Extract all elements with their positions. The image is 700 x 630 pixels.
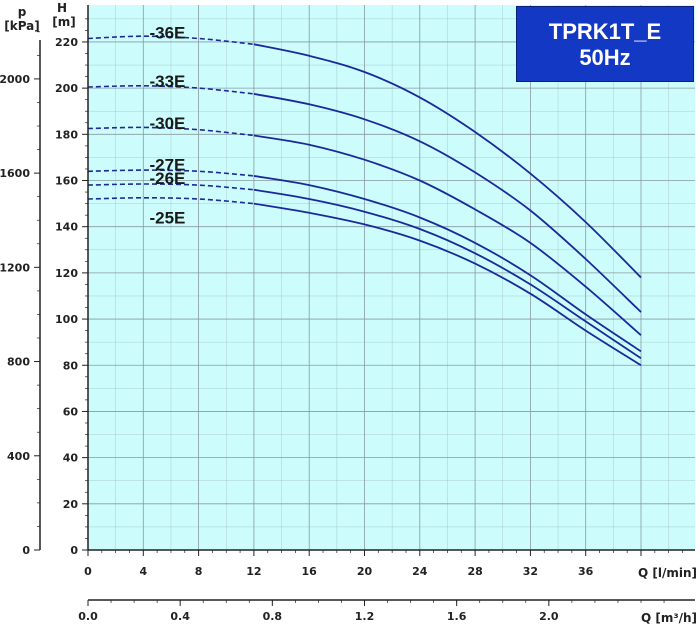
q-m3h-axis-tick-label: 1.6: [447, 610, 467, 623]
series-label--27E: -27E: [149, 155, 185, 174]
h-axis-tick-label: 80: [63, 359, 79, 372]
curve-dashed--33E: [87, 84, 254, 95]
h-axis-tick-label: 220: [55, 36, 78, 49]
q-lpm-axis-tick-label: 36: [578, 565, 594, 578]
curve--33E: [253, 93, 642, 313]
curve--30E: [253, 134, 642, 336]
curve--27E: [253, 175, 642, 353]
curve--25E: [253, 202, 642, 367]
series-label--30E: -30E: [149, 114, 185, 133]
q-lpm-axis-tick-label: 32: [523, 565, 538, 578]
q-m3h-axis-tick-label: 0.4: [170, 610, 190, 623]
x-axis-title-lpm: Q [l/min]: [638, 566, 697, 580]
x-axis-title-m3h: Q [m³/h]: [641, 611, 697, 625]
curve--26E: [253, 188, 642, 360]
h-axis-tick-label: 200: [55, 82, 78, 95]
series-label--25E: -25E: [149, 208, 185, 227]
h-axis-tick-label: 20: [63, 498, 79, 511]
q-lpm-axis-tick-label: 4: [139, 565, 147, 578]
h-axis-tick-label: 160: [55, 175, 78, 188]
plot-area: [88, 5, 695, 550]
q-m3h-axis-tick-label: 1.2: [355, 610, 375, 623]
q-m3h-axis-tick-label: 0.8: [263, 610, 283, 623]
p-axis-title-symbol: p: [18, 5, 27, 19]
curve-dashed--36E: [87, 35, 254, 46]
p-axis-tick-label: 800: [7, 356, 30, 369]
model-name: TPRK1T_E: [548, 19, 662, 44]
h-axis-tick-label: 140: [55, 221, 78, 234]
p-axis-tick-label: 2000: [0, 73, 30, 86]
q-lpm-axis-tick-label: 12: [246, 565, 261, 578]
curve-dashed--25E: [87, 196, 254, 205]
q-lpm-axis-tick-label: 28: [467, 565, 482, 578]
curve-dashed--30E: [87, 126, 254, 137]
curves: [87, 35, 642, 367]
q-lpm-axis-tick-label: 24: [412, 565, 428, 578]
q-lpm-axis-tick-label: 20: [357, 565, 373, 578]
h-axis-tick-label: 100: [55, 313, 78, 326]
q-lpm-axis-tick-label: 16: [302, 565, 318, 578]
q-lpm-axis-tick-label: 0: [84, 565, 92, 578]
h-axis-title-unit: [m]: [52, 15, 75, 29]
h-axis-tick-label: 180: [55, 128, 78, 141]
q-m3h-axis-tick-label: 0.0: [78, 610, 98, 623]
p-axis-tick-label: 1200: [0, 261, 30, 274]
series-label--26E: -26E: [149, 169, 185, 188]
h-axis-tick-label: 60: [63, 405, 79, 418]
labels: -36E -33E -30E -27E-26E -25E: [149, 24, 185, 228]
h-axis-tick-label: 40: [63, 452, 79, 465]
h-axis-tick-label: 0: [70, 544, 78, 557]
model-frequency: 50Hz: [579, 45, 631, 70]
p-axis-title-unit: [kPa]: [4, 19, 40, 33]
p-axis-tick-label: 400: [7, 450, 30, 463]
axes: 0204060801001201401601802002200400800120…: [0, 5, 695, 623]
h-axis-title-symbol: H: [57, 1, 67, 15]
h-axis-tick-label: 120: [55, 267, 78, 280]
series-label--33E: -33E: [149, 72, 185, 91]
series-label--36E: -36E: [149, 24, 185, 43]
model-badge: TPRK1T_E 50Hz: [516, 6, 694, 82]
q-m3h-axis-tick-label: 2.0: [539, 610, 559, 623]
p-axis-tick-label: 1600: [0, 167, 30, 180]
q-lpm-axis-tick-label: 8: [195, 565, 203, 578]
curve-dashed--27E: [87, 169, 254, 177]
p-axis-tick-label: 0: [22, 544, 30, 557]
curve-dashed--26E: [87, 183, 254, 191]
curve--36E: [253, 43, 642, 279]
